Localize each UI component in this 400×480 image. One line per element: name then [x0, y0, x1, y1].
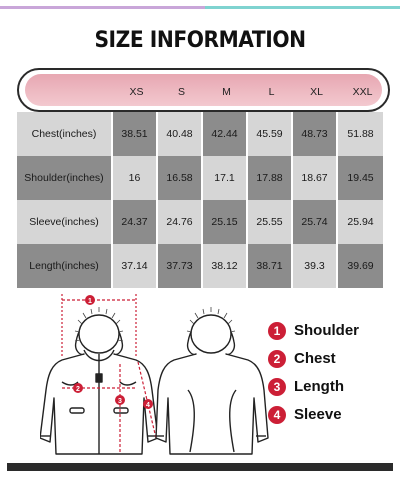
table-cell: 24.76	[158, 200, 201, 244]
legend-label-length: Length	[294, 378, 344, 395]
table-header: XS S M L XL XXL	[17, 68, 390, 112]
size-header-xl: XL	[310, 86, 323, 98]
marker-1: 1	[85, 295, 95, 305]
size-table: XS S M L XL XXL Chest(inches) 38.51 40.48 4…	[17, 68, 390, 290]
marker-4: 4	[143, 399, 153, 409]
table-cell: 24.37	[113, 200, 156, 244]
marker-3: 3	[115, 395, 125, 405]
table-cell: 39.69	[338, 244, 383, 288]
table-row: Shoulder(inches) 16 16.58 17.1 17.88 18.67 19.…	[17, 156, 390, 200]
legend-number-2: 2	[268, 350, 286, 368]
table-cell: 16.58	[158, 156, 201, 200]
table-cell: 19.45	[338, 156, 383, 200]
jacket-back	[155, 314, 269, 455]
table-row: Sleeve(inches) 24.37 24.76 25.15 25.55 25.74 2…	[17, 200, 390, 244]
legend-label-chest: Chest	[294, 350, 336, 367]
table-cell: 48.73	[293, 112, 336, 156]
size-header-m: M	[222, 86, 231, 98]
top-accent-line-teal	[205, 6, 400, 9]
table-cell: 25.94	[338, 200, 383, 244]
legend-label-sleeve: Sleeve	[294, 406, 342, 423]
table-header-fill	[25, 74, 382, 106]
svg-text:1: 1	[88, 298, 92, 305]
svg-text:4: 4	[146, 402, 150, 409]
row-label: Sleeve(inches)	[17, 200, 111, 244]
table-row: Chest(inches) 38.51 40.48 42.44 45.59 48.73 51…	[17, 112, 390, 156]
legend-item-shoulder: 1 Shoulder	[268, 322, 398, 342]
row-label: Chest(inches)	[17, 112, 111, 156]
table-cell: 45.59	[248, 112, 291, 156]
table-cell: 42.44	[203, 112, 246, 156]
bottom-divider	[7, 463, 393, 471]
legend-item-sleeve: 4 Sleeve	[268, 406, 398, 426]
legend-number-1: 1	[268, 322, 286, 340]
size-header-xxl: XXL	[352, 86, 373, 98]
table-cell: 39.3	[293, 244, 336, 288]
table-cell: 18.67	[293, 156, 336, 200]
jacket-measurement-diagram: 1 2 3 4	[40, 294, 269, 455]
table-cell: 38.71	[248, 244, 291, 288]
table-cell: 16	[113, 156, 156, 200]
table-cell: 25.15	[203, 200, 246, 244]
size-header-l: L	[268, 86, 275, 98]
table-cell: 25.55	[248, 200, 291, 244]
table-cell: 17.88	[248, 156, 291, 200]
fur-trim	[74, 307, 124, 342]
legend-number-4: 4	[268, 406, 286, 424]
row-label: Length(inches)	[17, 244, 111, 288]
marker-2: 2	[73, 383, 83, 393]
table-cell: 17.1	[203, 156, 246, 200]
jacket-front	[40, 314, 159, 455]
page-title: SIZE INFORMATION	[94, 28, 306, 53]
legend-item-length: 3 Length	[268, 378, 398, 398]
svg-text:3: 3	[118, 398, 122, 405]
row-label: Shoulder(inches)	[17, 156, 111, 200]
table-cell: 37.73	[158, 244, 201, 288]
table-cell: 51.88	[338, 112, 383, 156]
table-cell: 25.74	[293, 200, 336, 244]
table-cell: 40.48	[158, 112, 201, 156]
table-row: Length(inches) 37.14 37.73 38.12 38.71 39.3 39…	[17, 244, 390, 288]
size-header-xs: XS	[129, 86, 144, 98]
fur-trim-back	[186, 307, 236, 333]
legend-item-chest: 2 Chest	[268, 350, 398, 370]
svg-text:2: 2	[76, 386, 80, 393]
table-cell: 38.12	[203, 244, 246, 288]
table-cell: 38.51	[113, 112, 156, 156]
legend-number-3: 3	[268, 378, 286, 396]
legend-label-shoulder: Shoulder	[294, 322, 360, 339]
top-accent-line-purple	[0, 6, 205, 9]
size-header-s: S	[177, 86, 185, 98]
table-cell: 37.14	[113, 244, 156, 288]
